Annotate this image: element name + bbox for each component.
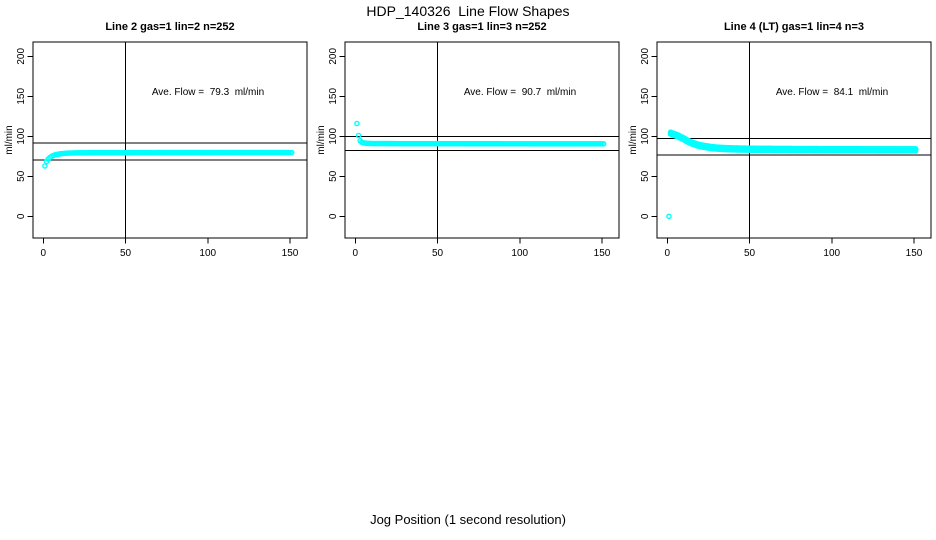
data-point: [288, 149, 295, 156]
data-point: [42, 163, 48, 169]
x-tick-label: 150: [594, 248, 611, 259]
chart-panel-line2: Line 2 gas=1 lin=2 n=252 Ave. Flow = 79.…: [0, 0, 312, 270]
data-points: [354, 120, 607, 147]
x-tick-label: 0: [665, 248, 671, 259]
y-tick-label: 200: [328, 48, 339, 65]
scatter-plot-line3: 0 50 100 150 0 50 100 150 200: [328, 41, 620, 259]
ave-flow-annotation: Ave. Flow = 90.7 ml/min: [463, 87, 577, 98]
y-tick-label: 50: [640, 170, 651, 182]
y-tick-label: 200: [640, 48, 651, 65]
scatter-plot-line4: 0 50 100 150 0 50 100 150 200: [640, 41, 932, 259]
x-tick-label: 0: [353, 248, 359, 259]
chart-panel-line3: Line 3 gas=1 lin=3 n=252 Ave. Flow = 90.…: [312, 0, 624, 270]
plot-box: [32, 41, 308, 239]
data-point: [666, 213, 672, 220]
y-tick-label: 50: [328, 170, 339, 182]
chart-panel-line4: Line 4 (LT) gas=1 lin=4 n=3 Ave. Flow = …: [624, 0, 936, 270]
y-tick-label: 200: [16, 48, 27, 65]
x-tick-label: 100: [511, 248, 528, 259]
y-tick-label: 0: [16, 213, 27, 219]
scatter-plot-line2: 0 50 100 150 0 50 100 150 200: [16, 41, 308, 259]
plot-box: [656, 41, 932, 239]
y-tick-label: 150: [640, 88, 651, 105]
y-tick-label: 50: [16, 170, 27, 182]
data-point: [354, 120, 360, 127]
y-tick-label: 150: [328, 88, 339, 105]
x-tick-label: 50: [120, 248, 132, 259]
ave-flow-annotation: Ave. Flow = 79.3 ml/min: [151, 87, 265, 98]
x-tick-label: 0: [41, 248, 47, 259]
data-point: [355, 132, 362, 139]
data-point: [600, 141, 607, 147]
y-tick-label: 100: [16, 128, 27, 145]
y-tick-label: 0: [640, 213, 651, 219]
chart-title: Line 3 gas=1 lin=3 n=252: [417, 21, 547, 33]
plot-box: [344, 41, 620, 239]
figure-title: HDP_140326 Line Flow Shapes: [366, 3, 570, 19]
x-tick-label: 150: [906, 248, 923, 259]
y-tick-label: 100: [640, 128, 651, 145]
ave-flow-annotation: Ave. Flow = 84.1 ml/min: [775, 87, 889, 98]
x-tick-label: 50: [432, 248, 444, 259]
x-tick-label: 150: [282, 248, 299, 259]
x-tick-label: 100: [823, 248, 840, 259]
chart-title: Line 2 gas=1 lin=2 n=252: [105, 21, 235, 33]
x-tick-label: 100: [199, 248, 216, 259]
data-point: [912, 146, 919, 152]
y-tick-label: 0: [328, 213, 339, 219]
data-points: [42, 149, 295, 169]
x-tick-label: 50: [744, 248, 756, 259]
y-tick-label: 100: [328, 128, 339, 145]
y-tick-label: 150: [16, 88, 27, 105]
x-axis-label: Jog Position (1 second resolution): [370, 512, 566, 527]
data-points: [666, 129, 919, 220]
chart-title: Line 4 (LT) gas=1 lin=4 n=3: [723, 21, 865, 33]
